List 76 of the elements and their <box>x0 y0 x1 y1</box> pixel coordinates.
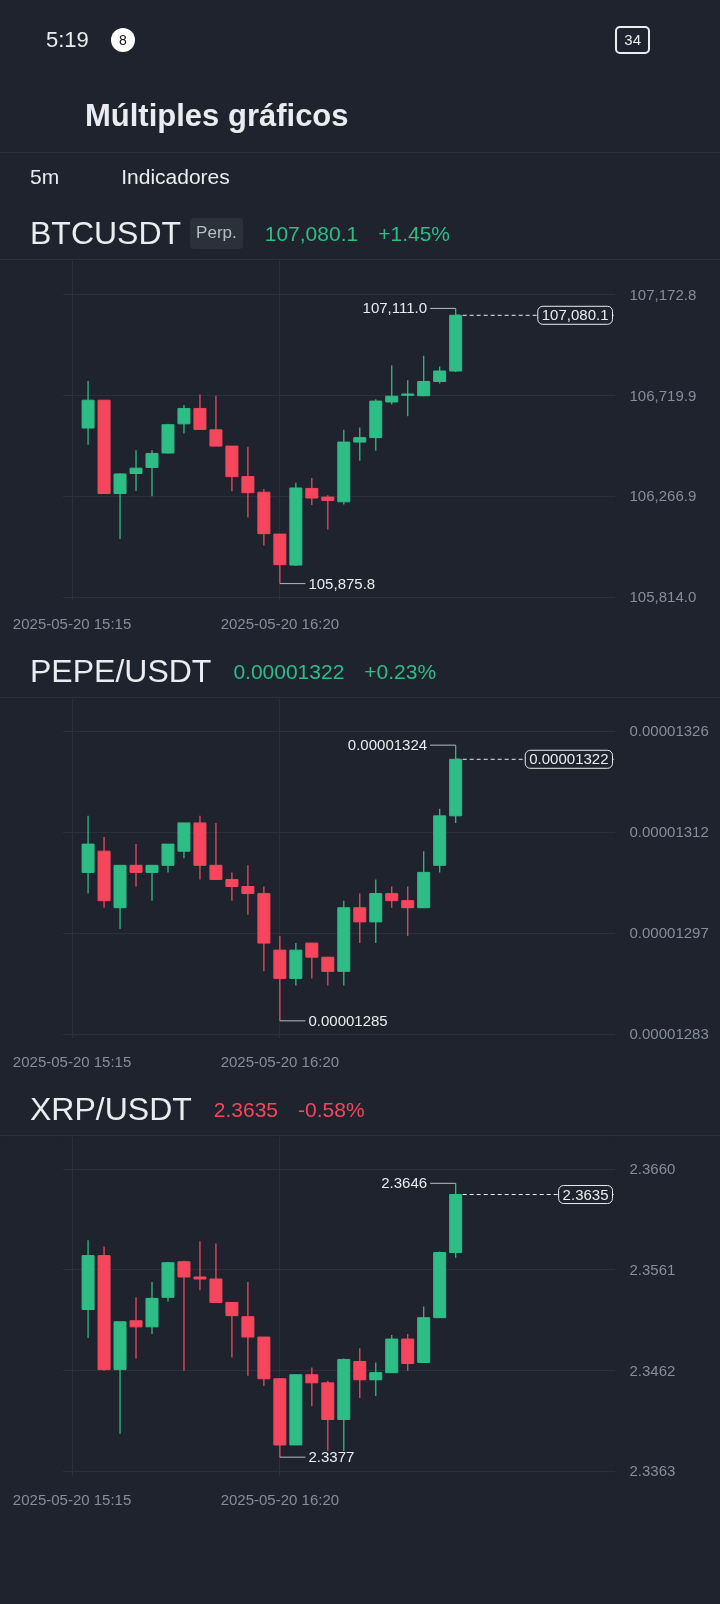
candlestick <box>353 426 367 462</box>
y-tick-label: 0.00001312 <box>629 823 709 841</box>
text: 107,080.1 <box>264 220 359 247</box>
x-tick-label: 2025-05-20 16:20 <box>220 614 340 632</box>
y-tick-label: 106,719.9 <box>629 386 697 404</box>
y-tick-label: 0.00001297 <box>629 924 709 942</box>
candlestick <box>305 1366 319 1407</box>
candlestick <box>401 885 415 937</box>
chart-title: PEPE/USDT <box>30 651 212 691</box>
candlestick <box>177 1260 191 1372</box>
ref-line-label: 2.3635 <box>562 1185 609 1203</box>
text: -0.58% <box>298 1096 365 1123</box>
text: 0.00001322 <box>233 658 345 685</box>
text: 34 <box>615 26 650 54</box>
annotation: 2.3377 <box>308 1448 355 1466</box>
text: +0.23% <box>364 658 437 685</box>
ref-line-label: 0.00001322 <box>529 750 609 768</box>
candlestick <box>193 393 207 431</box>
candlestick <box>129 449 143 492</box>
candlestick <box>177 404 191 435</box>
candlestick <box>321 956 335 987</box>
text: 5m <box>30 163 60 190</box>
x-tick-label: 2025-05-20 15:15 <box>12 1052 132 1070</box>
candlestick <box>401 379 415 417</box>
candlestick <box>225 871 239 902</box>
candlestick <box>209 1242 223 1304</box>
y-tick-label: 105,814.0 <box>629 588 697 606</box>
text: 2.3635 <box>213 1096 279 1123</box>
candlestick <box>161 843 175 874</box>
candlestick <box>145 449 159 497</box>
annotation: 0.00001324 <box>347 736 428 754</box>
candlestick <box>225 1301 239 1359</box>
candlestick <box>305 477 319 506</box>
chart-title: XRP/USDT <box>30 1089 192 1129</box>
candlestick <box>145 864 159 902</box>
candlestick <box>385 885 399 909</box>
candlestick <box>369 1361 383 1397</box>
candlestick <box>241 864 255 916</box>
text: +1.45% <box>378 220 450 247</box>
annotation: 107,111.0 <box>362 299 428 317</box>
candlestick <box>129 1296 143 1360</box>
candlestick <box>353 1347 367 1399</box>
x-tick-label: 2025-05-20 16:20 <box>220 1490 340 1508</box>
y-tick-label: 106,266.9 <box>629 487 697 505</box>
y-tick-label: 2.3363 <box>629 1462 676 1480</box>
y-tick-label: 2.3462 <box>629 1361 676 1379</box>
text: Indicadores <box>121 163 230 190</box>
candlestick <box>241 446 255 519</box>
chart-title: BTCUSDT <box>30 213 182 253</box>
annotation: 105,875.8 <box>308 574 376 592</box>
candlestick <box>113 472 127 540</box>
x-tick-label: 2025-05-20 15:15 <box>12 614 132 632</box>
chart-subtitle: Perp. <box>190 218 243 249</box>
text: Múltiples gráficos <box>0 80 720 153</box>
candlestick <box>305 942 319 980</box>
x-tick-label: 2025-05-20 16:20 <box>220 1052 340 1070</box>
candlestick <box>321 494 335 531</box>
candlestick <box>353 892 367 944</box>
text: 5:19 <box>46 26 89 55</box>
y-tick-label: 0.00001326 <box>629 722 709 740</box>
y-tick-label: 0.00001283 <box>629 1025 709 1043</box>
annotation: 0.00001285 <box>308 1011 388 1029</box>
ref-line-label: 107,080.1 <box>541 306 609 324</box>
candlestick <box>417 354 431 397</box>
candlestick <box>193 1240 207 1291</box>
x-tick-label: 2025-05-20 15:15 <box>12 1490 132 1508</box>
y-tick-label: 107,172.8 <box>629 285 697 303</box>
y-tick-label: 2.3561 <box>629 1260 676 1278</box>
y-tick-label: 2.3660 <box>629 1160 676 1178</box>
candlestick <box>209 395 223 447</box>
candlestick <box>209 822 223 881</box>
candlestick <box>385 364 399 406</box>
candlestick <box>129 843 143 888</box>
text: 8 <box>110 28 135 52</box>
annotation: 2.3646 <box>381 1174 428 1192</box>
candlestick <box>241 1281 255 1377</box>
